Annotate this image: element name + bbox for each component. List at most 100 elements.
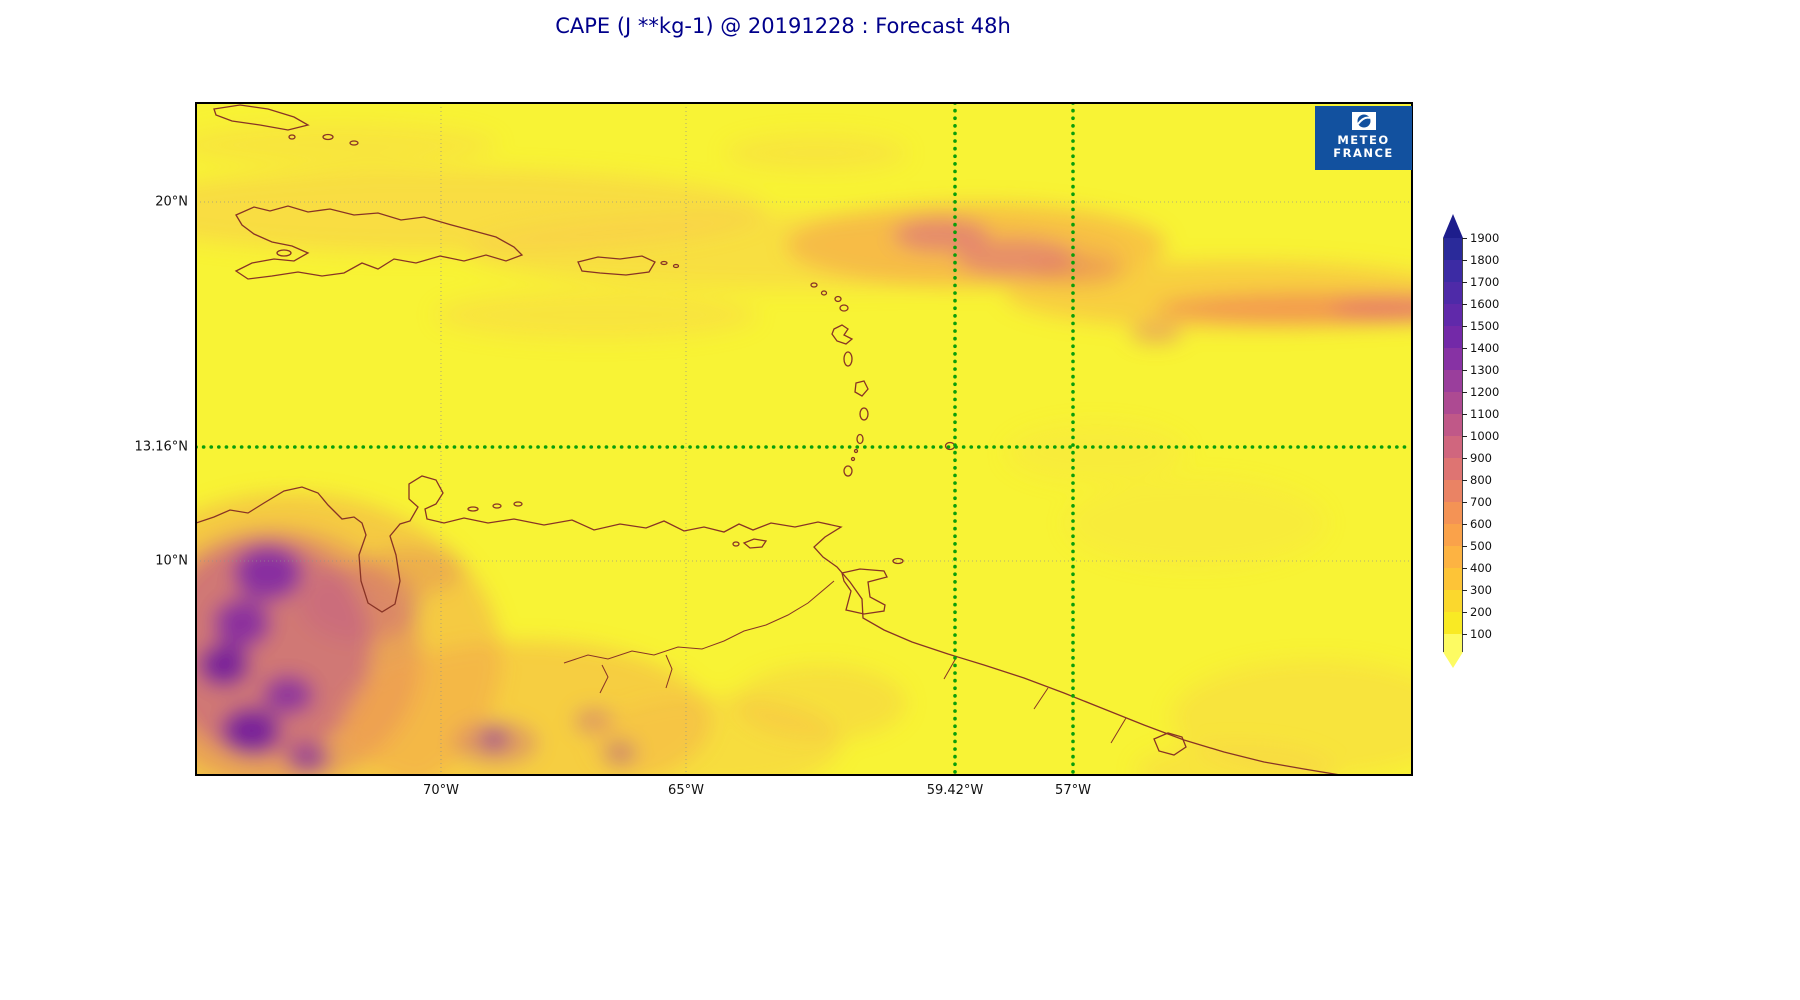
colorbar-tick-labels: 1900 1800 1700 1600 1500 1400 1300 1200 … bbox=[1461, 0, 1530, 1000]
colorbar-band bbox=[1444, 326, 1462, 348]
islet bbox=[288, 134, 296, 140]
colorbar bbox=[1443, 214, 1463, 668]
coastline-trinidad bbox=[841, 568, 888, 615]
river-tributary bbox=[599, 664, 609, 694]
page-title: CAPE (J **kg-1) @ 20191228 : Forecast 48… bbox=[555, 14, 1011, 38]
meteo-france-logo: METEO FRANCE bbox=[1315, 106, 1412, 170]
colorbar-band bbox=[1444, 546, 1462, 568]
x-axis-tick-label: 65°W bbox=[668, 783, 704, 798]
colorbar-tick-label: 600 bbox=[1462, 517, 1492, 531]
colorbar-band bbox=[1444, 348, 1462, 370]
colorbar-band bbox=[1444, 458, 1462, 480]
x-axis-tick-label: 70°W bbox=[423, 783, 459, 798]
colorbar-band bbox=[1444, 238, 1462, 260]
colorbar-band bbox=[1444, 282, 1462, 304]
islet-st-lucia bbox=[859, 407, 869, 421]
crosshair-lines bbox=[196, 103, 1412, 775]
colorbar-tick-label: 1400 bbox=[1461, 341, 1500, 355]
x-axis-tick-label: 57°W bbox=[1055, 783, 1091, 798]
colorbar-above-max-arrow bbox=[1443, 214, 1463, 238]
colorbar-tick-label: 1600 bbox=[1461, 297, 1500, 311]
islet-martinique bbox=[854, 380, 869, 397]
river-orinoco bbox=[563, 580, 835, 664]
islet bbox=[810, 282, 818, 288]
colorbar-tick-label: 500 bbox=[1462, 539, 1492, 553]
islet-grenada bbox=[843, 465, 853, 477]
colorbar-band bbox=[1444, 370, 1462, 392]
colorbar-tick-label: 900 bbox=[1462, 451, 1492, 465]
map-area: METEO FRANCE bbox=[195, 102, 1413, 776]
islet-gonave bbox=[276, 249, 292, 257]
islet bbox=[660, 260, 668, 266]
colorbar-tick-label: 800 bbox=[1462, 473, 1492, 487]
colorbar-band bbox=[1444, 414, 1462, 436]
y-axis-tick-labels: 20°N 13.16°N 10°N bbox=[50, 0, 188, 1000]
colorbar-tick-label: 400 bbox=[1462, 561, 1492, 575]
colorbar-tick-label: 1100 bbox=[1461, 407, 1500, 421]
islet-aruba bbox=[467, 506, 479, 512]
colorbar-tick-label: 1200 bbox=[1461, 385, 1500, 399]
islet-antigua bbox=[839, 304, 849, 312]
coastlines bbox=[196, 104, 1344, 775]
cape-field-blobs bbox=[196, 123, 1412, 775]
gridlines bbox=[196, 103, 1412, 775]
river-guyana bbox=[1033, 687, 1049, 710]
colorbar-bands bbox=[1443, 238, 1463, 634]
meteo-france-icon bbox=[1351, 111, 1377, 131]
colorbar-tick-label: 1500 bbox=[1461, 319, 1500, 333]
islet-st-vincent bbox=[856, 433, 864, 445]
x-axis-tick-labels: 70°W 65°W 59.42°W 57°W bbox=[0, 783, 1800, 807]
colorbar-band bbox=[1444, 480, 1462, 502]
colorbar-tick-label: 1000 bbox=[1461, 429, 1500, 443]
coastal-feature bbox=[1153, 732, 1187, 756]
x-axis-tick-label: 59.42°W bbox=[926, 783, 984, 798]
river-guyana bbox=[1110, 717, 1127, 744]
colorbar-band bbox=[1444, 304, 1462, 326]
islet bbox=[853, 448, 859, 454]
river-guyana bbox=[943, 657, 957, 680]
colorbar-tick-label: 700 bbox=[1462, 495, 1492, 509]
colorbar-tick-label: 1800 bbox=[1461, 253, 1500, 267]
y-axis-tick-label: 10°N bbox=[155, 553, 188, 569]
map-canvas bbox=[196, 103, 1412, 775]
logo-text-france: FRANCE bbox=[1333, 145, 1394, 160]
y-axis-tick-label: 13.16°N bbox=[134, 439, 188, 455]
colorbar-tick-label: 200 bbox=[1462, 605, 1492, 619]
colorbar-below-min-band bbox=[1443, 634, 1463, 652]
islet bbox=[820, 290, 828, 296]
colorbar-tick-label: 1300 bbox=[1461, 363, 1500, 377]
logo-text-meteo: METEO bbox=[1337, 133, 1390, 147]
colorbar-tick-label: 300 bbox=[1462, 583, 1492, 597]
islet bbox=[732, 541, 740, 547]
islet bbox=[672, 263, 680, 269]
colorbar-tick-label: 1900 bbox=[1461, 231, 1500, 245]
islet bbox=[850, 456, 856, 462]
coastline-puerto-rico bbox=[577, 255, 656, 276]
islet-bonaire bbox=[513, 501, 523, 507]
colorbar-tick-label: 1700 bbox=[1461, 275, 1500, 289]
colorbar-band bbox=[1444, 568, 1462, 590]
islet bbox=[322, 133, 334, 141]
colorbar-below-min-arrow bbox=[1443, 652, 1463, 668]
colorbar-band bbox=[1444, 260, 1462, 282]
y-axis-tick-label: 20°N bbox=[155, 194, 188, 210]
coastline-cuba-tip bbox=[213, 104, 310, 131]
colorbar-band bbox=[1444, 436, 1462, 458]
colorbar-band bbox=[1444, 392, 1462, 414]
colorbar-band bbox=[1444, 612, 1462, 634]
islet-margarita bbox=[742, 538, 768, 549]
colorbar-band bbox=[1444, 502, 1462, 524]
islet-guadeloupe bbox=[831, 324, 854, 345]
river-tributary bbox=[665, 654, 673, 689]
islet bbox=[834, 295, 842, 303]
islet bbox=[349, 140, 359, 146]
islet-dominica bbox=[843, 351, 853, 367]
map-border bbox=[196, 103, 1412, 775]
islet-tobago bbox=[892, 557, 904, 565]
islet-curacao bbox=[492, 503, 502, 509]
colorbar-band bbox=[1444, 524, 1462, 546]
coastline-hispaniola bbox=[234, 205, 524, 280]
coastline-south-america bbox=[196, 475, 1344, 775]
colorbar-tick-label: 100 bbox=[1462, 627, 1492, 641]
